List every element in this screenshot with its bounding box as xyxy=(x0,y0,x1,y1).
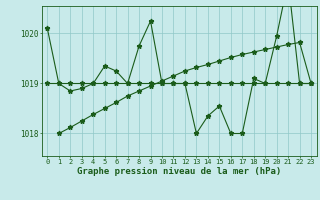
X-axis label: Graphe pression niveau de la mer (hPa): Graphe pression niveau de la mer (hPa) xyxy=(77,167,281,176)
